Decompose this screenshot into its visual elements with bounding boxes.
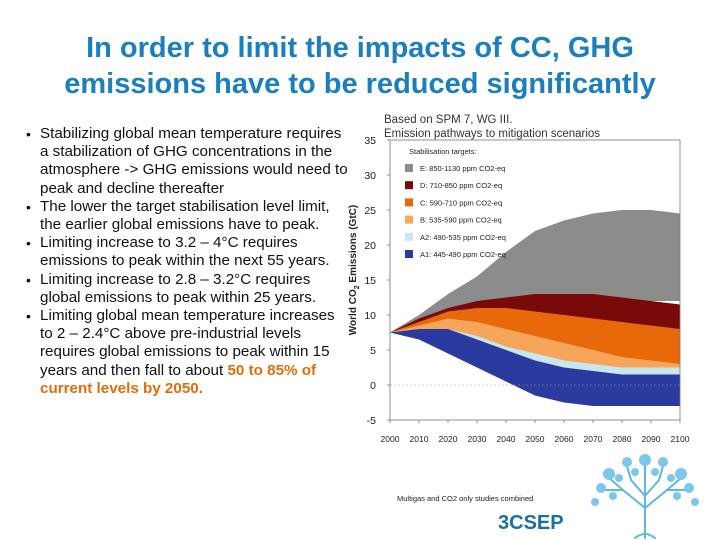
legend-swatch-4 (405, 232, 413, 241)
bullet-item: Limiting increase to 3.2 – 4°C requires … (26, 234, 351, 270)
bullet-text: Stabilizing global mean temperature requ… (40, 125, 348, 197)
bullet-text: Limiting increase to 3.2 – 4°C requires … (40, 234, 330, 270)
bullet-item: Limiting global mean temperature increas… (26, 307, 351, 398)
bullet-text: The lower the target stabilisation level… (40, 197, 330, 234)
y-tick-label: 15 (364, 275, 376, 287)
x-tick-label: 2060 (555, 434, 574, 444)
y-axis-label: World CO2 Emissions (GtC) (348, 205, 361, 335)
legend-label-4: A2: 490-535 ppm CO2-eq (420, 233, 506, 242)
y-tick-label: 35 (364, 135, 376, 147)
y-tick-label: 0 (370, 380, 376, 392)
tree-logo-icon (591, 454, 699, 539)
x-tick-label: 2080 (613, 434, 632, 444)
bullet-item: The lower the target stabilisation level… (26, 198, 351, 234)
plot-area (390, 210, 680, 406)
chart-legend: Stabilisation targets: E: 850-1130 ppm CO… (405, 147, 506, 259)
bullet-text: Limiting increase to 2.8 – 3.2°C require… (40, 270, 317, 306)
legend-swatch-0 (405, 164, 413, 172)
bullet-text: Limiting global mean temperature increas… (40, 307, 335, 379)
x-tick-label: 2040 (497, 434, 516, 444)
bullet-item: Stabilizing global mean temperature requ… (26, 125, 351, 198)
legend-label-2: C: 590-710 ppm CO2-eq (420, 198, 502, 207)
x-tick-label: 2070 (584, 434, 603, 444)
axes: -5 0 5 10 15 20 25 30 35 2000 2010 2020 2030 2040 2050… (364, 135, 689, 444)
y-tick-label: 20 (364, 240, 376, 252)
bullet-highlight: 50 to 85% of current levels by 2050. (40, 361, 317, 397)
x-tick-label: 2090 (642, 434, 661, 444)
y-tick-label: 25 (364, 205, 376, 217)
x-tick-label: 2030 (468, 434, 487, 444)
legend-label-1: D: 710-850 ppm CO2-eq (420, 181, 502, 190)
legend-label-0: E: 850-1130 ppm CO2-eq (420, 164, 505, 173)
legend-label-5: A1: 445-490 ppm CO2-eq (420, 250, 506, 259)
x-tick-label: 2010 (410, 434, 429, 444)
x-tick-label: 2000 (381, 434, 400, 444)
y-tick-label: 5 (370, 345, 376, 357)
x-tick-label: 2100 (671, 434, 690, 444)
logo-text: 3CSEP (498, 512, 564, 534)
x-tick-label: 2020 (439, 434, 458, 444)
legend-swatch-1 (405, 181, 413, 190)
y-tick-label: 30 (364, 170, 376, 182)
legend-swatch-5 (405, 250, 413, 258)
y-tick-label: -5 (367, 415, 376, 427)
legend-label-3: B: 535-590 ppm CO2-eq (420, 216, 502, 225)
bullet-list: Stabilizing global mean temperature requ… (26, 125, 351, 398)
series-band-5 (390, 329, 680, 406)
chart-footnote: Multigas and CO2 only studies combined (397, 494, 533, 503)
source-note-line-1: Based on SPM 7, WG III. (384, 114, 512, 126)
series-band-0 (390, 210, 680, 333)
source-note-line-2: Emission pathways to mitigation scenario… (384, 128, 600, 140)
legend-swatch-3 (405, 215, 413, 224)
x-tick-label: 2050 (526, 434, 545, 444)
bullet-item: Limiting increase to 2.8 – 3.2°C require… (26, 271, 351, 307)
slide-title: In order to limit the impacts of CC, GHG… (0, 30, 720, 102)
legend-title: Stabilisation targets: (409, 147, 477, 156)
title-line-2: emissions have to be reduced significant… (64, 68, 656, 100)
title-line-1: In order to limit the impacts of CC, GHG (86, 32, 634, 64)
y-tick-label: 10 (364, 310, 376, 322)
legend-swatch-2 (405, 198, 413, 207)
